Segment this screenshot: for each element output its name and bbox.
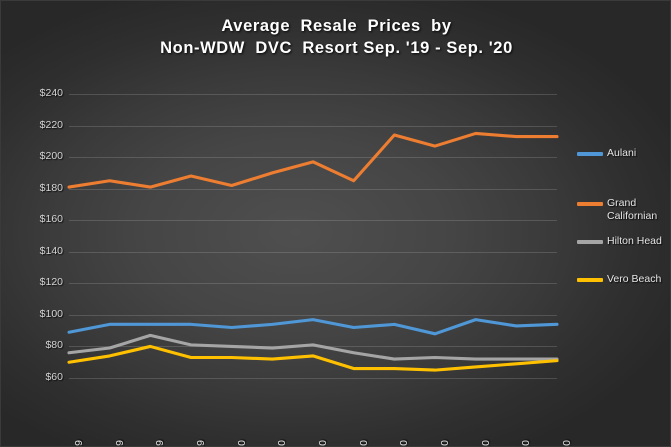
gridline	[69, 315, 557, 316]
chart-title: Average Resale Prices by Non-WDW DVC Res…	[1, 15, 670, 59]
chart-title-line-1: Average Resale Prices by	[221, 17, 452, 35]
y-axis-tick-label: $160	[39, 213, 63, 226]
gridline	[69, 252, 557, 253]
y-axis-tick-label: $60	[45, 371, 63, 383]
legend-item-label: Grand Californian	[607, 197, 658, 222]
x-axis-tick-label: Nov. '19	[154, 440, 166, 446]
legend-item[interactable]: Hilton Head	[577, 235, 670, 248]
y-axis-tick-label: $200	[39, 150, 63, 163]
plot-area	[67, 94, 559, 379]
gridline	[69, 157, 557, 158]
x-axis-tick-label: May '20	[398, 440, 410, 446]
gridline	[69, 126, 557, 127]
series-line	[67, 131, 559, 189]
x-axis-tick-label: Sep. '19	[73, 440, 85, 446]
gridline	[69, 189, 557, 190]
y-axis-tick-label: $140	[39, 244, 63, 257]
series-line	[67, 318, 559, 336]
x-axis-tick-label: Jun. '20	[439, 440, 451, 446]
legend-item-label: Vero Beach	[607, 273, 662, 285]
x-axis-tick-label: Sep.'20	[561, 440, 573, 446]
x-axis-tick-label: Jan.'20	[236, 440, 248, 446]
legend-item-label: Aulani	[607, 147, 637, 159]
legend-color-swatch	[577, 278, 603, 282]
x-axis-tick-label: Oct. '19	[114, 440, 126, 446]
y-axis-tick-label: $120	[39, 276, 63, 289]
x-axis-tick-label: Mar. '20	[317, 440, 329, 446]
legend-color-swatch	[577, 202, 603, 206]
x-axis: Sep. '19 Oct. '19 Nov. '19 Dec.'19 Jan.'20 Fe…	[69, 382, 573, 446]
x-axis-tick-label: Feb. '20	[276, 440, 288, 446]
gridline	[69, 283, 557, 284]
legend-color-swatch	[577, 240, 603, 244]
y-axis-tick-label: $220	[39, 118, 63, 131]
legend-item[interactable]: Aulani	[577, 147, 670, 160]
chart-title-line-2: Non-WDW DVC Resort Sep. '19 - Sep. '20	[160, 39, 513, 57]
legend-item[interactable]: Vero Beach	[577, 273, 670, 286]
x-axis-tick-label: Dec.'19	[195, 440, 207, 446]
x-axis-tick-label: Jul.'20	[480, 440, 492, 446]
series-layer	[67, 131, 559, 372]
gridline	[69, 346, 557, 347]
legend-item-label: Hilton Head	[607, 235, 662, 247]
y-axis: $240 $220 $200 $180 $160 $140 $120 $100 $80 $60	[7, 88, 63, 383]
x-axis-tick-label: Aug.'20	[520, 440, 532, 446]
legend-color-swatch	[577, 152, 603, 156]
gridline	[69, 378, 557, 379]
x-axis-tick-label: Apr. '20	[358, 440, 370, 446]
y-axis-tick-label: $240	[39, 87, 63, 99]
y-axis-tick-label: $180	[39, 181, 63, 194]
y-axis-tick-label: $80	[45, 339, 63, 352]
gridline	[69, 94, 557, 95]
gridline	[69, 220, 557, 221]
legend-item[interactable]: Grand Californian	[577, 197, 670, 223]
series-line	[67, 333, 559, 361]
y-axis-tick-label: $100	[39, 307, 63, 320]
series-line	[67, 344, 559, 372]
